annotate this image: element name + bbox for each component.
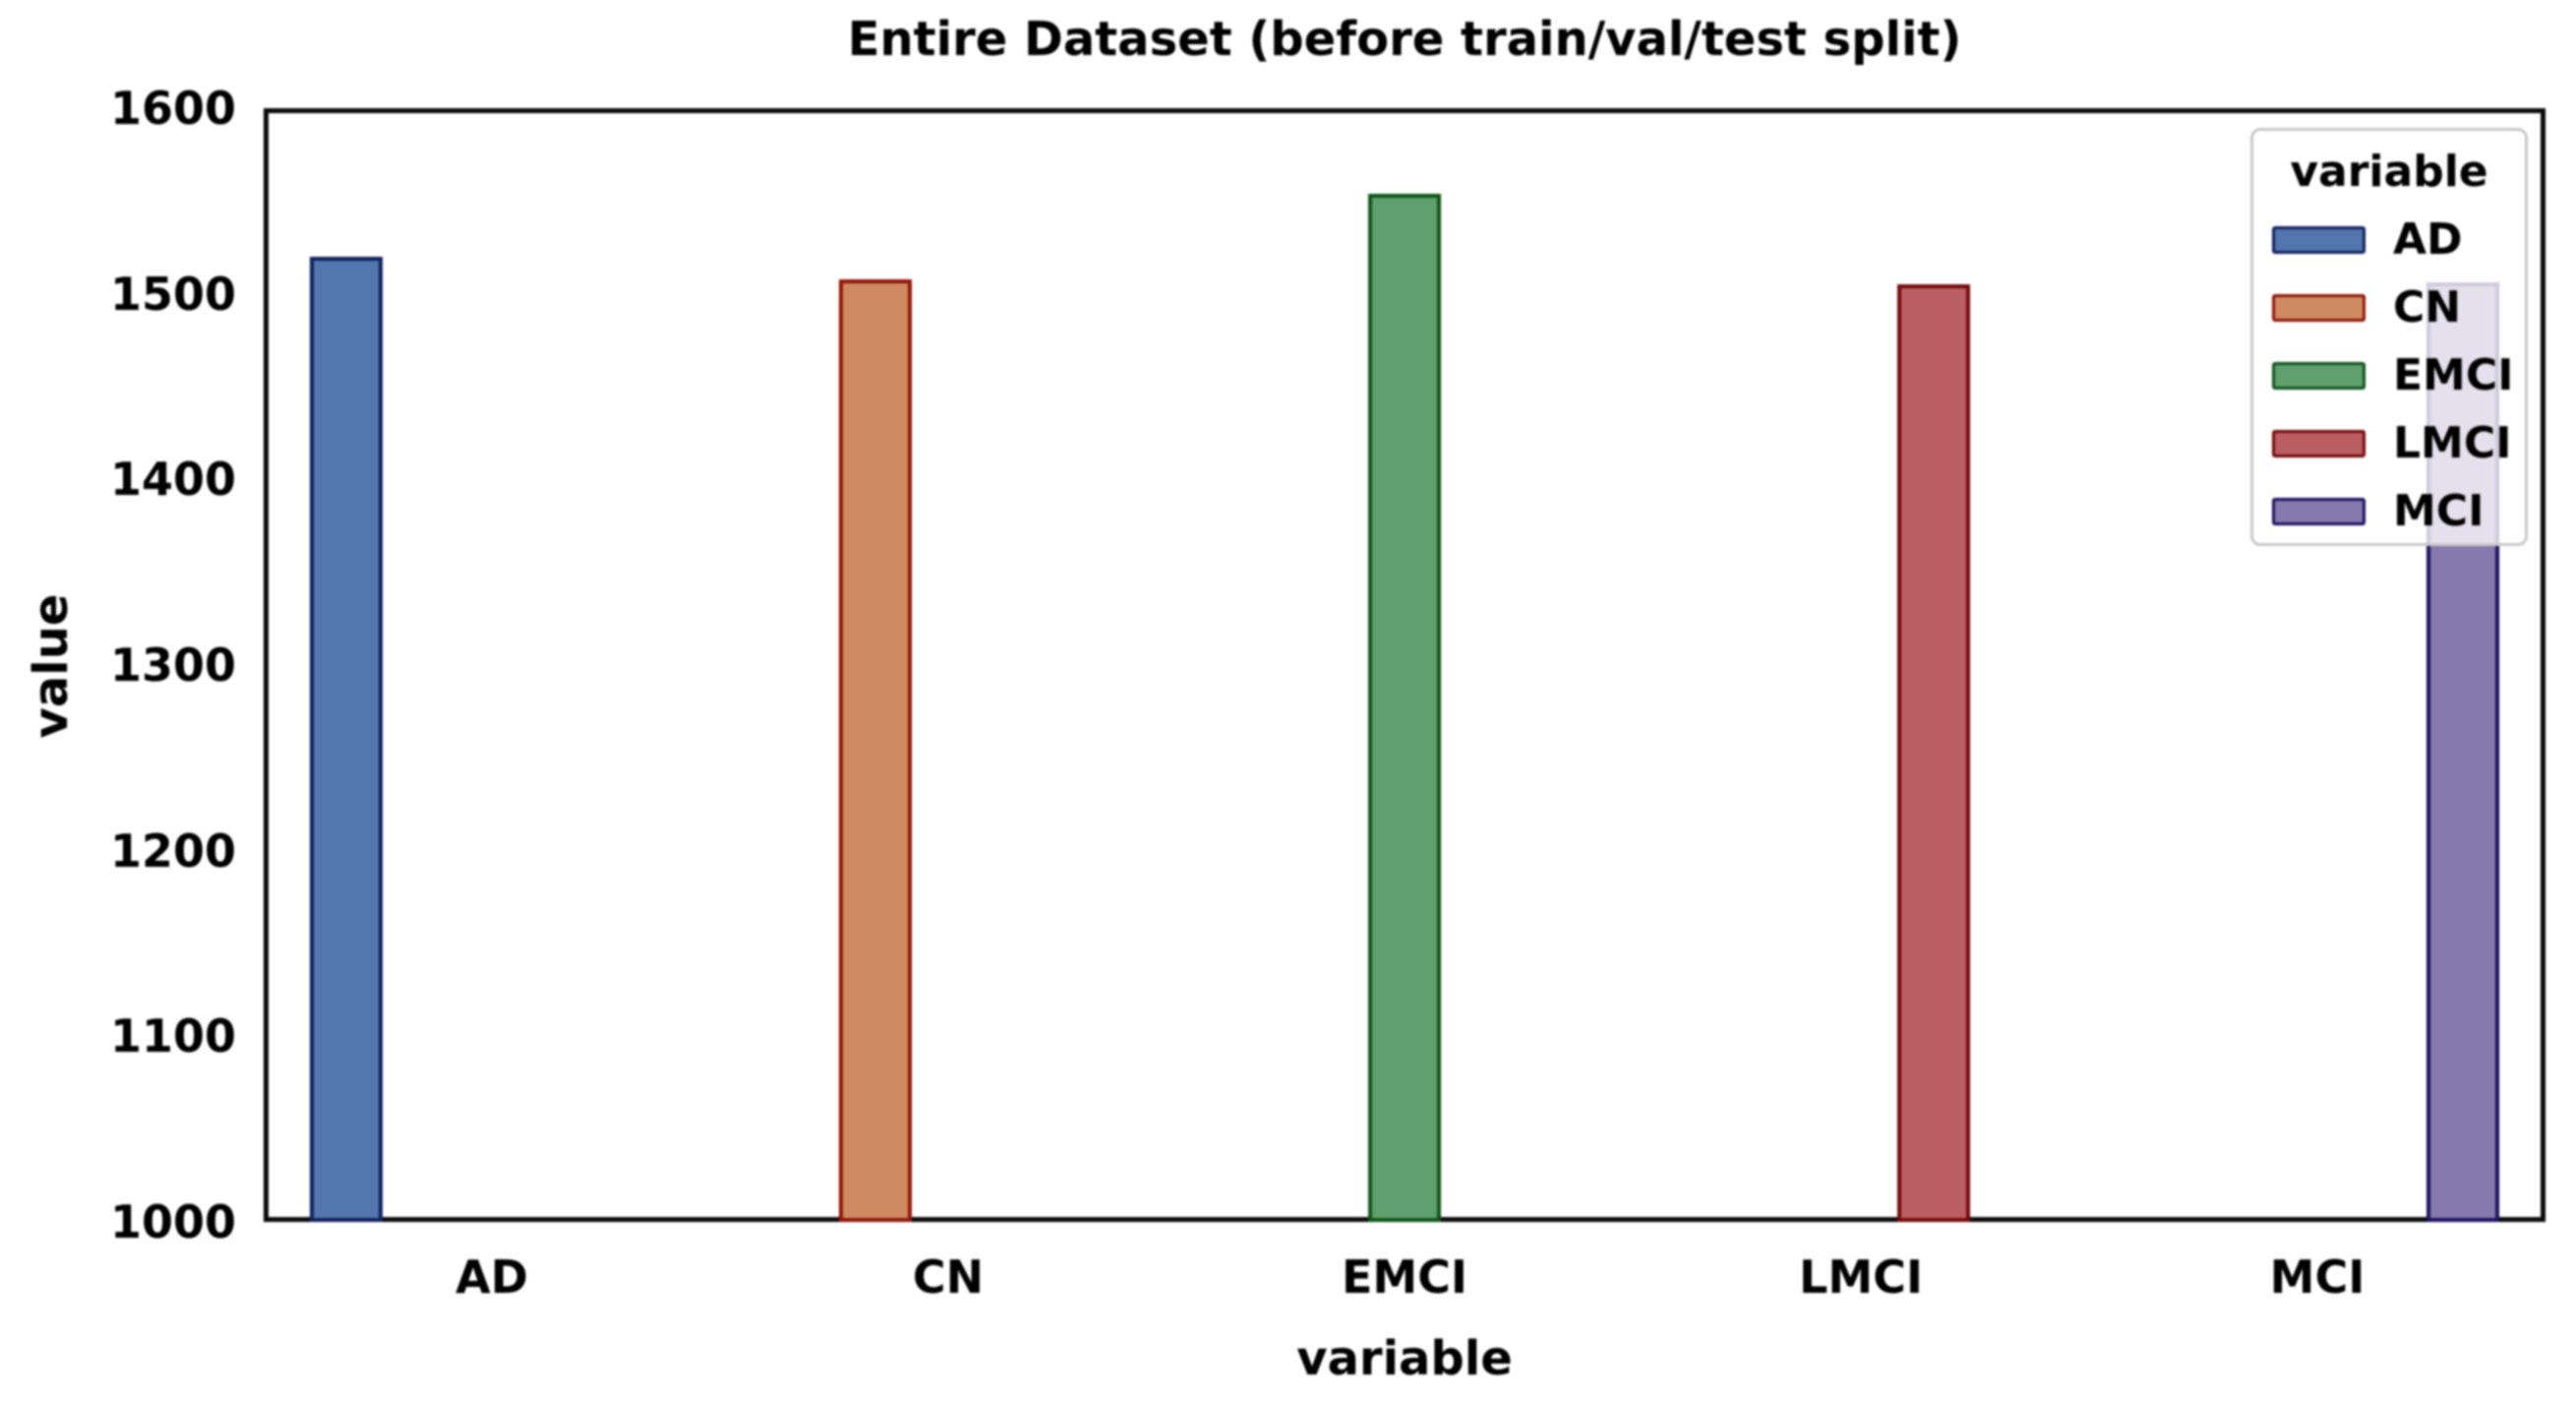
x-tick-label: LMCI xyxy=(1799,1250,1923,1304)
bar-ad xyxy=(309,256,383,1222)
legend: variable AD CN EMCI LMCI MCI xyxy=(2250,128,2528,546)
y-tick-label: 1000 xyxy=(109,1195,236,1249)
legend-label: AD xyxy=(2393,213,2463,265)
x-tick-label: AD xyxy=(455,1250,528,1304)
legend-label: EMCI xyxy=(2393,349,2514,400)
legend-entry: CN xyxy=(2253,274,2525,341)
legend-label: CN xyxy=(2393,281,2462,333)
y-tick-label: 1100 xyxy=(109,1009,236,1064)
y-axis-label: value xyxy=(24,593,79,739)
y-tick-label: 1200 xyxy=(109,823,236,878)
bar-lmci xyxy=(1897,284,1971,1222)
legend-title: variable xyxy=(2290,147,2488,197)
x-tick-label: EMCI xyxy=(1341,1250,1468,1304)
legend-entry: MCI xyxy=(2253,477,2525,545)
bar-cn xyxy=(838,278,912,1222)
y-tick-label: 1600 xyxy=(109,82,236,135)
legend-swatch-cn xyxy=(2272,293,2366,322)
legend-swatch-emci xyxy=(2272,361,2366,390)
legend-entry: AD xyxy=(2253,206,2525,274)
x-axis-label: variable xyxy=(1296,1331,1513,1386)
x-tick-label: MCI xyxy=(2269,1250,2366,1304)
y-tick-label: 1500 xyxy=(109,267,236,321)
legend-swatch-ad xyxy=(2272,225,2366,254)
y-tick-label: 1400 xyxy=(109,453,236,507)
x-tick-label: CN xyxy=(912,1250,985,1304)
legend-swatch-mci xyxy=(2272,497,2366,525)
legend-rows: AD CN EMCI LMCI MCI xyxy=(2253,206,2525,545)
chart-title: Entire Dataset (before train/val/test sp… xyxy=(847,12,1962,67)
legend-swatch-lmci xyxy=(2272,429,2366,457)
y-tick-label: 1300 xyxy=(109,639,236,692)
legend-label: MCI xyxy=(2393,485,2485,536)
legend-entry: LMCI xyxy=(2253,409,2525,477)
legend-label: LMCI xyxy=(2393,417,2512,468)
bar-emci xyxy=(1368,193,1441,1222)
legend-entry: EMCI xyxy=(2253,341,2525,409)
